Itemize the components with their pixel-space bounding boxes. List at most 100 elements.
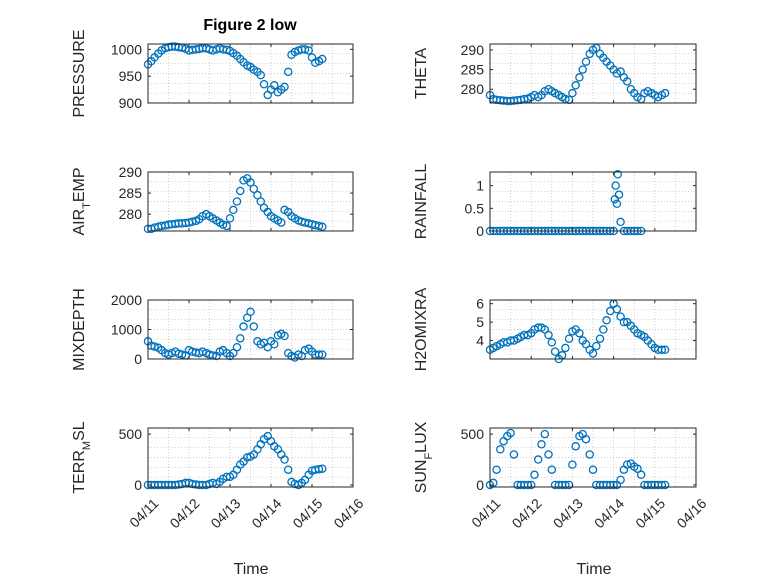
- y-tick-label: 0: [134, 351, 142, 367]
- y-tick-label: 5: [476, 314, 484, 330]
- y-tick-label: 0: [134, 477, 142, 493]
- data-point: [496, 445, 505, 454]
- data-point: [599, 325, 608, 334]
- data-point: [571, 81, 580, 90]
- data-point: [578, 65, 587, 74]
- data-point: [660, 88, 670, 98]
- y-axis-label: MIXDEPTH: [71, 288, 88, 371]
- data-point: [256, 70, 265, 80]
- data-point: [314, 350, 324, 359]
- data-point: [280, 455, 289, 464]
- data-point: [616, 217, 625, 227]
- y-tick-label: 950: [119, 68, 143, 84]
- data-series: [485, 299, 670, 364]
- data-series: [143, 174, 327, 234]
- data-point: [568, 88, 577, 98]
- y-tick-label: 6: [476, 296, 484, 312]
- data-point: [253, 190, 262, 200]
- y-axis-label: RAINFALL: [413, 164, 430, 240]
- data-point: [633, 464, 642, 473]
- data-point: [622, 77, 632, 86]
- data-point: [660, 345, 670, 355]
- data-point: [276, 218, 286, 227]
- data-point: [614, 190, 624, 199]
- data-point: [249, 184, 259, 194]
- data-point: [526, 480, 536, 490]
- data-series: [143, 42, 327, 100]
- data-point: [317, 464, 327, 473]
- data-point: [229, 205, 238, 215]
- data-point: [222, 221, 231, 231]
- subplot-2: 280 285 290 THETA: [413, 42, 697, 106]
- data-point: [270, 81, 279, 90]
- y-tick-label: 0: [476, 477, 484, 493]
- data-series: [143, 431, 327, 490]
- data-point: [568, 460, 577, 469]
- data-point: [561, 343, 570, 353]
- y-tick-label: 4: [476, 333, 484, 349]
- y-tick-label: 290: [119, 164, 143, 180]
- axes-frame: [489, 299, 697, 360]
- data-point: [235, 334, 245, 343]
- y-tick-label: 900: [119, 95, 143, 111]
- y-axis-label: TERRMSL: [71, 421, 93, 493]
- data-point: [317, 54, 327, 64]
- figure-title: Figure 2 low: [203, 17, 297, 34]
- data-point: [249, 322, 259, 331]
- data-point: [509, 450, 519, 459]
- data-point: [280, 82, 289, 92]
- data-point: [613, 170, 622, 179]
- data-point: [575, 73, 584, 82]
- y-tick-label: 0: [476, 223, 484, 239]
- data-point: [575, 328, 584, 338]
- y-tick-label: 280: [461, 81, 485, 97]
- x-axis-label-left: Time: [234, 561, 269, 578]
- subplot-4: 0 0.5 1 RAINFALL: [413, 164, 697, 240]
- data-point: [314, 221, 324, 231]
- axes-frame: [489, 43, 697, 104]
- data-point: [235, 186, 245, 196]
- data-point: [317, 350, 327, 359]
- y-tick-label: 500: [461, 426, 485, 442]
- y-tick-label: 1: [476, 178, 484, 194]
- y-axis-label: H2OMIXRA: [413, 287, 430, 371]
- data-point: [177, 350, 187, 359]
- data-point: [304, 46, 313, 55]
- data-point: [537, 440, 546, 449]
- y-tick-label: 290: [461, 42, 485, 58]
- data-point: [533, 455, 543, 464]
- y-axis-label: AIRTEMP: [71, 167, 93, 235]
- y-tick-label: 1000: [111, 41, 142, 57]
- subplot-5: 0 1000 2000 MIXDEPTH: [71, 288, 354, 371]
- axes-frame: [147, 43, 354, 104]
- data-point: [259, 79, 269, 89]
- data-point: [283, 465, 293, 474]
- data-point: [300, 45, 310, 54]
- y-axis-label: PRESSURE: [71, 29, 88, 117]
- data-point: [547, 338, 557, 347]
- data-point: [150, 342, 159, 351]
- data-point: [561, 480, 570, 490]
- y-tick-label: 285: [119, 185, 143, 201]
- data-point: [636, 470, 646, 480]
- y-axis-label: THETA: [413, 48, 430, 100]
- data-point: [530, 470, 539, 480]
- data-point: [571, 442, 580, 451]
- data-point: [547, 465, 557, 474]
- data-point: [588, 465, 598, 474]
- y-tick-label: 500: [119, 426, 143, 442]
- y-tick-label: 0.5: [465, 200, 485, 216]
- data-point: [506, 428, 515, 438]
- data-point: [198, 347, 207, 356]
- data-point: [581, 434, 591, 444]
- y-tick-label: 285: [461, 62, 485, 78]
- axes-frame: [489, 427, 697, 488]
- axes-frame: [489, 171, 697, 232]
- data-point: [256, 197, 265, 206]
- data-point: [657, 345, 667, 355]
- data-point: [612, 304, 622, 314]
- data-point: [588, 349, 598, 358]
- data-point: [317, 222, 327, 232]
